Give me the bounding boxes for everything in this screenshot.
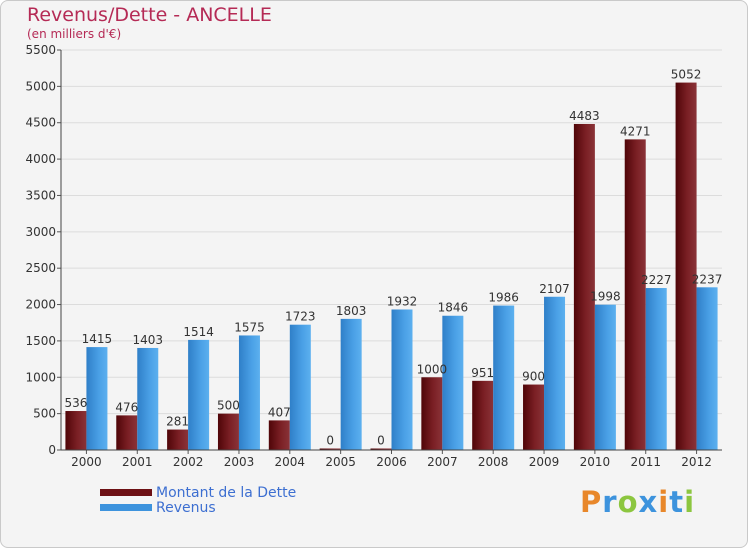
y-tick-label: 0 xyxy=(48,443,56,457)
x-tick-label-2001: 2001 xyxy=(122,455,153,469)
bar-revenus-2000 xyxy=(86,347,108,450)
bar-dette-2012 xyxy=(675,82,697,450)
y-tick-label: 4000 xyxy=(25,152,56,166)
data-label-revenus-2005: 1803 xyxy=(336,304,367,318)
bar-revenus-2009 xyxy=(544,296,566,450)
x-tick-label-2012: 2012 xyxy=(681,455,712,469)
logo-letter: o xyxy=(617,485,639,519)
logo-letter: t xyxy=(669,485,685,519)
data-label-dette-2010: 4483 xyxy=(569,109,600,123)
legend-item-debt: Montant de la Dette xyxy=(100,484,297,501)
data-label-revenus-2012: 2237 xyxy=(692,272,723,286)
x-tick-label-2010: 2010 xyxy=(580,455,611,469)
y-tick-label: 5000 xyxy=(25,79,56,93)
data-label-dette-2003: 500 xyxy=(217,399,240,413)
logo-letter: i xyxy=(684,485,696,519)
bar-revenus-2004 xyxy=(289,324,311,450)
bars xyxy=(65,82,718,451)
y-tick-label: 500 xyxy=(33,407,56,421)
bar-dette-2000 xyxy=(65,411,87,450)
bar-revenus-2012 xyxy=(696,287,718,450)
logo-letter: r xyxy=(602,485,618,519)
data-label-revenus-2010: 1998 xyxy=(590,290,621,304)
data-label-dette-2002: 281 xyxy=(166,415,189,429)
bar-dette-2007 xyxy=(421,377,443,450)
data-label-revenus-2006: 1932 xyxy=(387,294,418,308)
data-label-revenus-2009: 2107 xyxy=(539,282,570,296)
data-label-revenus-2002: 1514 xyxy=(183,325,214,339)
bar-revenus-2003 xyxy=(238,335,260,450)
legend-label-revenue: Revenus xyxy=(156,499,216,516)
data-label-dette-2009: 900 xyxy=(522,370,545,384)
legend-item-revenue: Revenus xyxy=(100,499,296,516)
data-label-dette-2004: 407 xyxy=(268,405,291,419)
x-tick-label-2003: 2003 xyxy=(224,455,255,469)
legend-swatch-debt xyxy=(100,489,152,496)
x-tick-label-2004: 2004 xyxy=(275,455,306,469)
logo-letter: i xyxy=(658,485,670,519)
data-label-revenus-2001: 1403 xyxy=(132,333,163,347)
x-tick-label-2011: 2011 xyxy=(630,455,661,469)
data-label-revenus-2007: 1846 xyxy=(438,301,469,315)
data-label-revenus-2011: 2227 xyxy=(641,273,672,287)
data-labels: 536 1415 476 1403 281 1514 500 1575 407 1723 0 1803… xyxy=(64,68,722,448)
data-label-revenus-2008: 1986 xyxy=(488,291,519,305)
y-tick-label: 2000 xyxy=(25,298,56,312)
x-tick-label-2002: 2002 xyxy=(173,455,204,469)
chart-title: Revenus/Dette - ANCELLE xyxy=(27,4,272,26)
bar-dette-2008 xyxy=(472,380,494,450)
bar-dette-2003 xyxy=(217,413,239,450)
data-label-dette-2000: 536 xyxy=(64,396,87,410)
bar-revenus-2011 xyxy=(645,288,667,450)
y-tick-label: 5500 xyxy=(25,43,56,57)
x-tick-label-2005: 2005 xyxy=(325,455,356,469)
bar-revenus-2006 xyxy=(391,309,413,450)
data-label-dette-2008: 951 xyxy=(471,366,494,380)
bar-revenus-2010 xyxy=(594,304,616,450)
logo-letter: P xyxy=(580,485,603,519)
data-label-dette-2006: 0 xyxy=(377,434,385,448)
y-tick-label: 2500 xyxy=(25,261,56,275)
data-label-revenus-2004: 1723 xyxy=(285,310,316,324)
bar-dette-2006 xyxy=(370,448,392,450)
x-tick-label-2000: 2000 xyxy=(71,455,102,469)
x-tick-label-2009: 2009 xyxy=(529,455,560,469)
y-tick-label: 1000 xyxy=(25,370,56,384)
bar-revenus-2001 xyxy=(137,347,159,450)
logo-letter: x xyxy=(638,485,659,519)
bar-revenus-2007 xyxy=(442,315,464,450)
x-tick-label-2007: 2007 xyxy=(427,455,458,469)
bar-dette-2002 xyxy=(167,429,189,450)
y-tick-label: 4500 xyxy=(25,116,56,130)
bar-dette-2001 xyxy=(116,415,138,450)
data-label-dette-2005: 0 xyxy=(326,434,334,448)
legend: Montant de la Dette Revenus xyxy=(100,484,297,516)
y-tick-label: 3000 xyxy=(25,225,56,239)
data-label-dette-2011: 4271 xyxy=(620,124,651,138)
legend-label-debt: Montant de la Dette xyxy=(156,484,297,501)
legend-swatch-revenue xyxy=(100,504,152,511)
data-label-revenus-2003: 1575 xyxy=(234,320,265,334)
y-tick-label: 1500 xyxy=(25,334,56,348)
chart-subtitle: (en milliers d'€) xyxy=(27,27,122,41)
bar-dette-2011 xyxy=(624,139,646,450)
axes: 0500100015002000250030003500400045005000… xyxy=(25,43,722,469)
data-label-revenus-2000: 1415 xyxy=(82,332,113,346)
bar-dette-2005 xyxy=(319,448,341,450)
data-label-dette-2001: 476 xyxy=(115,400,138,414)
bar-dette-2010 xyxy=(573,123,595,451)
data-label-dette-2012: 5052 xyxy=(671,68,702,82)
data-label-dette-2007: 1000 xyxy=(417,362,448,376)
bar-revenus-2008 xyxy=(493,305,515,450)
bar-dette-2004 xyxy=(268,420,290,450)
bar-revenus-2002 xyxy=(188,339,210,450)
bar-dette-2009 xyxy=(523,384,545,450)
x-tick-label-2008: 2008 xyxy=(478,455,509,469)
proxiti-logo: Proxiti xyxy=(580,485,695,519)
bar-revenus-2005 xyxy=(340,318,362,450)
y-tick-label: 3500 xyxy=(25,188,56,202)
x-tick-label-2006: 2006 xyxy=(376,455,407,469)
